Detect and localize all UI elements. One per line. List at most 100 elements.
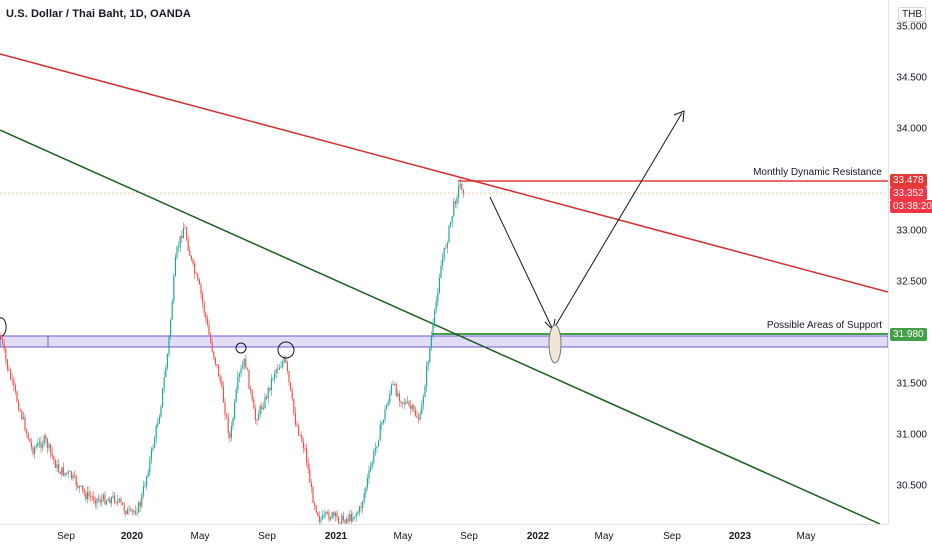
candle-body [250,388,252,391]
candle-body [312,487,314,503]
candle-body [173,276,175,302]
candle-body [350,514,352,522]
candle-body [274,373,276,379]
time-tick: Sep [663,531,681,542]
candle-body [363,493,365,502]
candle-body [104,495,106,505]
candle-body [374,448,376,452]
candle-body [352,517,354,522]
candle-body [314,502,316,506]
candle-body [432,323,434,337]
price-chart[interactable] [0,0,888,524]
price-axis[interactable]: 35.000 34.500 34.000 33.000 32.500 31.50… [888,0,932,524]
candle-body [328,512,330,520]
candle-body [221,381,223,386]
candle-body [248,369,250,389]
candle-body [230,426,232,438]
candle-body [405,402,407,404]
target-ellipse[interactable] [548,324,562,364]
last-price-badge: 33.352 [890,187,927,200]
candle-body [90,496,92,498]
candle-body [133,511,135,512]
candle-body [451,215,453,223]
candle-body [226,414,228,417]
candle-body [242,365,244,369]
candle-body [366,478,368,488]
candle-body [186,228,188,240]
candle-body [394,384,396,385]
candle-body [272,378,274,380]
candle-body [238,373,240,377]
candle-body [149,459,151,473]
candle-body [270,378,272,391]
candle-body [224,402,226,415]
projection-down-arrow[interactable] [489,196,554,331]
candle-body [397,393,399,396]
price-tick: 35.000 [896,21,927,33]
candle-body [453,201,455,216]
candle-body [298,426,300,435]
candle-body [99,500,101,503]
candle-body [306,448,308,463]
red-trendline[interactable] [0,53,888,293]
candle-body [333,512,335,516]
symbol-title[interactable]: U.S. Dollar / Thai Baht, 1D, OANDA [6,8,191,20]
chart-pane[interactable]: U.S. Dollar / Thai Baht, 1D, OANDA Month… [0,0,888,524]
candle-body [301,435,303,442]
candle-body [406,401,408,403]
candle-body [234,401,236,419]
candle-body [171,301,173,320]
candle-body [256,419,258,421]
support-zone[interactable] [0,335,888,348]
candle-body [269,387,271,391]
candle-body [299,434,301,436]
candle-body [261,405,263,409]
candle-body [62,467,64,476]
candle-body [86,492,88,500]
candle-body [358,506,360,513]
marker-circle[interactable] [277,341,295,359]
candle-body [146,476,148,486]
candle-body [219,376,221,382]
projection-up-arrow[interactable] [552,112,683,331]
candle-body [126,509,128,515]
candle-body [302,441,304,449]
candle-body [98,498,100,501]
candle-body [429,347,431,362]
currency-label[interactable]: THB [898,7,926,22]
candle-body [357,512,359,514]
candle-body [296,424,298,427]
candle-body [53,456,55,460]
candle-body [202,294,204,303]
candle-body [93,496,95,501]
resistance-annotation[interactable]: Monthly Dynamic Resistance [753,167,882,178]
time-axis[interactable]: Sep 2020 May Sep 2021 May Sep 2022 May S… [0,524,888,551]
candle-body [94,500,96,504]
candle-body [141,494,143,507]
candle-body [408,401,410,406]
candle-body [459,183,461,187]
candle-body [0,335,2,340]
candle-body [138,502,140,513]
candle-body [13,379,15,386]
candle-body [389,393,391,402]
candle-body [368,469,370,479]
candle-body [390,384,392,394]
candle-body [54,459,56,468]
candle-body [130,509,132,511]
price-tick: 34.000 [896,123,927,135]
candle-body [82,485,84,490]
candle-body [155,425,157,439]
candle-body [251,390,253,400]
candle-body [70,471,72,479]
support-annotation[interactable]: Possible Areas of Support [766,320,882,331]
candle-body [282,362,284,367]
candle-body [384,409,386,420]
candle-body [22,417,24,419]
candle-body [38,442,40,443]
green-trendline[interactable] [0,129,881,524]
candle-body [240,368,242,374]
candle-body [422,396,424,405]
marker-circle[interactable] [235,342,247,354]
candle-body [454,201,456,204]
